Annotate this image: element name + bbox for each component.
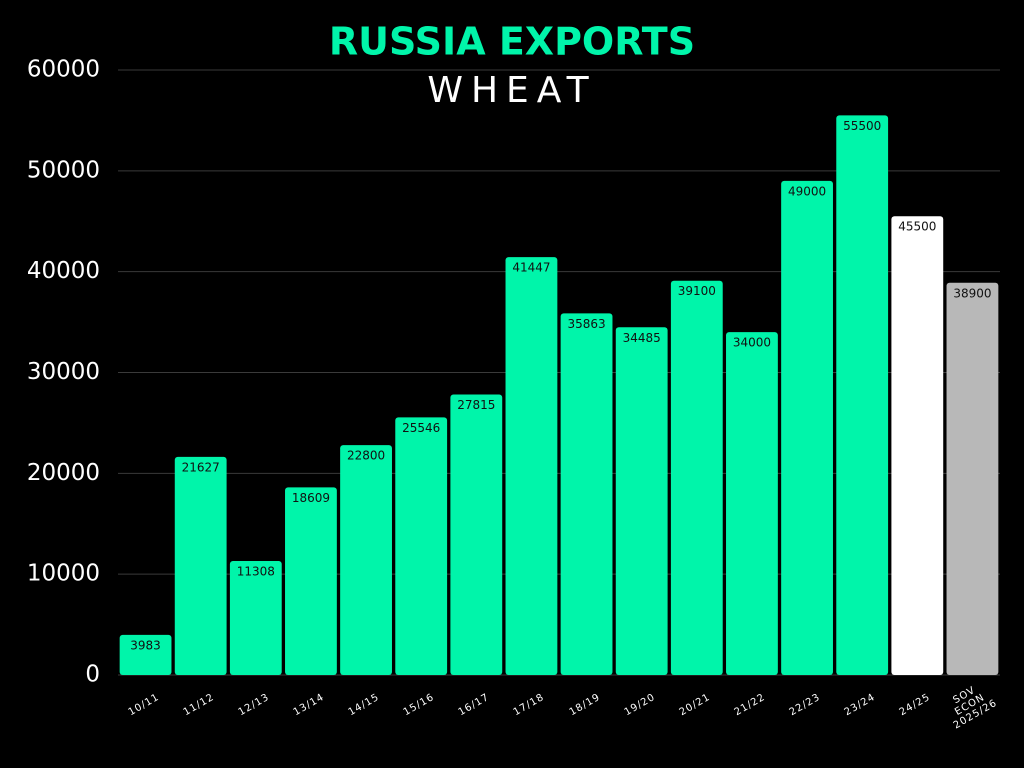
value-label: 3983 xyxy=(130,638,161,652)
bar xyxy=(670,280,723,675)
bar xyxy=(891,216,944,676)
bar xyxy=(781,180,833,675)
y-tick-label: 20000 xyxy=(27,460,100,486)
bar xyxy=(395,417,448,675)
bar xyxy=(340,445,392,675)
y-tick-label: 50000 xyxy=(27,157,100,183)
y-tick-label: 40000 xyxy=(27,258,100,284)
y-tick-label: 10000 xyxy=(27,561,100,587)
bar xyxy=(450,394,503,675)
value-label: 49000 xyxy=(788,184,826,198)
bar xyxy=(229,560,282,675)
value-label: 55500 xyxy=(843,119,881,133)
y-tick-label: 0 xyxy=(85,662,100,688)
bar xyxy=(836,115,889,675)
value-label: 39100 xyxy=(678,284,716,298)
value-label: 22800 xyxy=(347,449,385,463)
bar xyxy=(615,327,668,675)
y-tick-label: 60000 xyxy=(27,57,100,83)
value-label: 41447 xyxy=(512,261,550,275)
chart-title: RUSSIA EXPORTS xyxy=(329,20,695,64)
value-label: 35863 xyxy=(567,317,605,331)
value-label: 34000 xyxy=(733,336,771,350)
value-label: 45500 xyxy=(898,220,936,234)
bar xyxy=(946,282,999,675)
chart-subtitle: WHEAT xyxy=(427,70,596,111)
y-tick-label: 30000 xyxy=(27,359,100,385)
value-label: 11308 xyxy=(237,564,275,578)
bar xyxy=(726,332,778,675)
value-label: 34485 xyxy=(623,331,661,345)
value-label: 25546 xyxy=(402,421,440,435)
bar xyxy=(560,313,613,675)
bar xyxy=(505,257,558,675)
bar xyxy=(119,634,172,675)
value-label: 27815 xyxy=(457,398,495,412)
value-label: 38900 xyxy=(953,286,991,300)
value-label: 18609 xyxy=(292,491,330,505)
value-label: 21627 xyxy=(182,460,220,474)
bar xyxy=(174,456,227,675)
bar xyxy=(285,487,337,675)
